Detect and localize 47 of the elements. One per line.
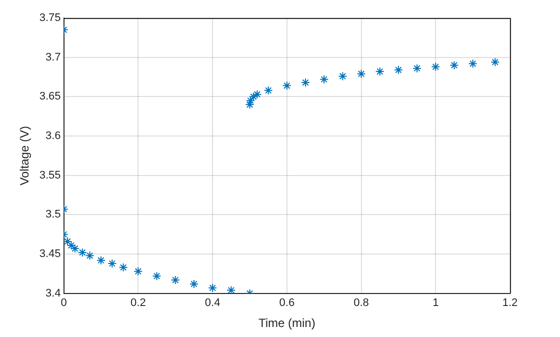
x-axis-title: Time (min) <box>258 316 316 330</box>
x-tick-label: 0.6 <box>279 297 295 310</box>
point <box>394 65 403 74</box>
point <box>66 240 76 250</box>
point <box>320 74 329 84</box>
point <box>96 256 106 265</box>
point <box>252 90 262 99</box>
point <box>118 262 128 272</box>
x-tick-label: 0 <box>60 297 67 310</box>
point <box>248 92 258 102</box>
point <box>152 272 162 281</box>
x-tick-label: 0.4 <box>204 297 220 310</box>
point <box>300 78 310 88</box>
point <box>356 69 366 78</box>
point <box>108 259 117 268</box>
x-tick-label: 0.8 <box>354 297 369 310</box>
x-tick-label: 0.2 <box>130 297 146 310</box>
point <box>264 86 273 95</box>
y-tick-label: 3.65 <box>39 90 61 103</box>
point <box>64 236 72 246</box>
point <box>490 58 500 67</box>
point <box>468 59 478 68</box>
y-tick-label: 3.5 <box>46 208 61 221</box>
point <box>245 100 254 110</box>
point <box>189 279 198 288</box>
point <box>70 244 80 254</box>
y-tick-label: 3.7 <box>46 51 61 64</box>
point <box>134 266 143 276</box>
point <box>226 286 236 294</box>
x-tick-label: 1 <box>432 297 439 310</box>
point <box>375 67 384 76</box>
point <box>170 276 180 285</box>
point <box>412 64 422 73</box>
point <box>282 81 292 90</box>
y-tick-label: 3.45 <box>39 248 61 260</box>
y-axis-title: Voltage (V) <box>18 126 32 186</box>
y-tick-label: 3.55 <box>39 169 61 182</box>
point <box>78 248 87 257</box>
y-tick-label: 3.75 <box>39 12 61 24</box>
point <box>450 60 459 70</box>
y-tick-label: 3.6 <box>46 130 61 142</box>
point <box>431 62 440 72</box>
y-tick-label: 3.4 <box>46 287 61 300</box>
point <box>338 72 348 81</box>
point <box>208 283 218 292</box>
x-tick-label: 1.2 <box>502 297 518 310</box>
point <box>85 251 94 260</box>
